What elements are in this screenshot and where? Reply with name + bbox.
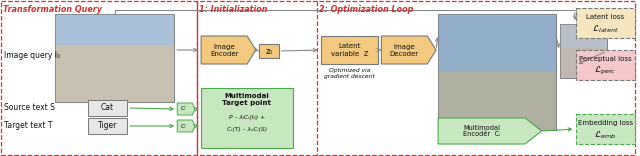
Text: Tiger: Tiger — [98, 122, 117, 131]
Text: z₀: z₀ — [265, 46, 273, 56]
FancyBboxPatch shape — [201, 88, 292, 148]
Polygon shape — [201, 36, 256, 64]
FancyBboxPatch shape — [575, 50, 636, 80]
Text: Cᵢ(T) – λₛCᵢ(S): Cᵢ(T) – λₛCᵢ(S) — [227, 127, 267, 132]
Text: $\mathcal{L}_{emb}$: $\mathcal{L}_{emb}$ — [595, 129, 616, 141]
FancyBboxPatch shape — [55, 14, 174, 102]
Text: Transformation Query: Transformation Query — [3, 5, 102, 14]
Text: Image
Decoder: Image Decoder — [390, 44, 419, 56]
FancyBboxPatch shape — [259, 44, 279, 58]
FancyBboxPatch shape — [575, 114, 636, 144]
Text: Multimodal
Encoder  Cᵢ: Multimodal Encoder Cᵢ — [463, 124, 500, 137]
Text: Optimized via
gradient descent: Optimized via gradient descent — [324, 68, 375, 79]
Polygon shape — [177, 103, 195, 115]
FancyBboxPatch shape — [559, 24, 607, 48]
FancyBboxPatch shape — [438, 14, 556, 72]
Polygon shape — [177, 120, 195, 132]
Text: Multimodal
Target point: Multimodal Target point — [223, 93, 271, 107]
Text: Source text S: Source text S — [4, 103, 55, 112]
Text: $\mathcal{L}_{latent}$: $\mathcal{L}_{latent}$ — [592, 23, 619, 35]
Polygon shape — [381, 36, 436, 64]
Polygon shape — [438, 118, 541, 144]
Text: Latent loss: Latent loss — [586, 14, 625, 20]
Text: P – λₗCᵢ(I₀) +: P – λₗCᵢ(I₀) + — [229, 115, 265, 120]
FancyBboxPatch shape — [438, 72, 556, 130]
Text: 2: Optimization Loop: 2: Optimization Loop — [319, 5, 413, 14]
Text: 1: Initialization: 1: Initialization — [199, 5, 268, 14]
Text: Image
Encoder: Image Encoder — [210, 44, 238, 56]
FancyBboxPatch shape — [559, 48, 607, 78]
Text: Target text T: Target text T — [4, 122, 52, 131]
FancyBboxPatch shape — [559, 24, 607, 78]
Text: $\mathcal{L}_{perc}$: $\mathcal{L}_{perc}$ — [595, 65, 616, 77]
Text: Cᵢ: Cᵢ — [180, 124, 186, 129]
FancyBboxPatch shape — [438, 14, 556, 130]
FancyBboxPatch shape — [55, 45, 174, 102]
Text: Perceptual loss: Perceptual loss — [579, 56, 632, 62]
FancyBboxPatch shape — [575, 8, 636, 38]
FancyBboxPatch shape — [88, 100, 127, 116]
Text: Image query I₀: Image query I₀ — [4, 51, 60, 59]
FancyBboxPatch shape — [321, 36, 378, 64]
Text: Cat: Cat — [101, 103, 114, 112]
FancyBboxPatch shape — [88, 118, 127, 134]
Text: Embedding loss: Embedding loss — [578, 120, 633, 126]
Text: Latent
variable  Z: Latent variable Z — [331, 44, 368, 56]
Text: Cᵢ: Cᵢ — [180, 107, 186, 112]
FancyBboxPatch shape — [55, 14, 174, 45]
